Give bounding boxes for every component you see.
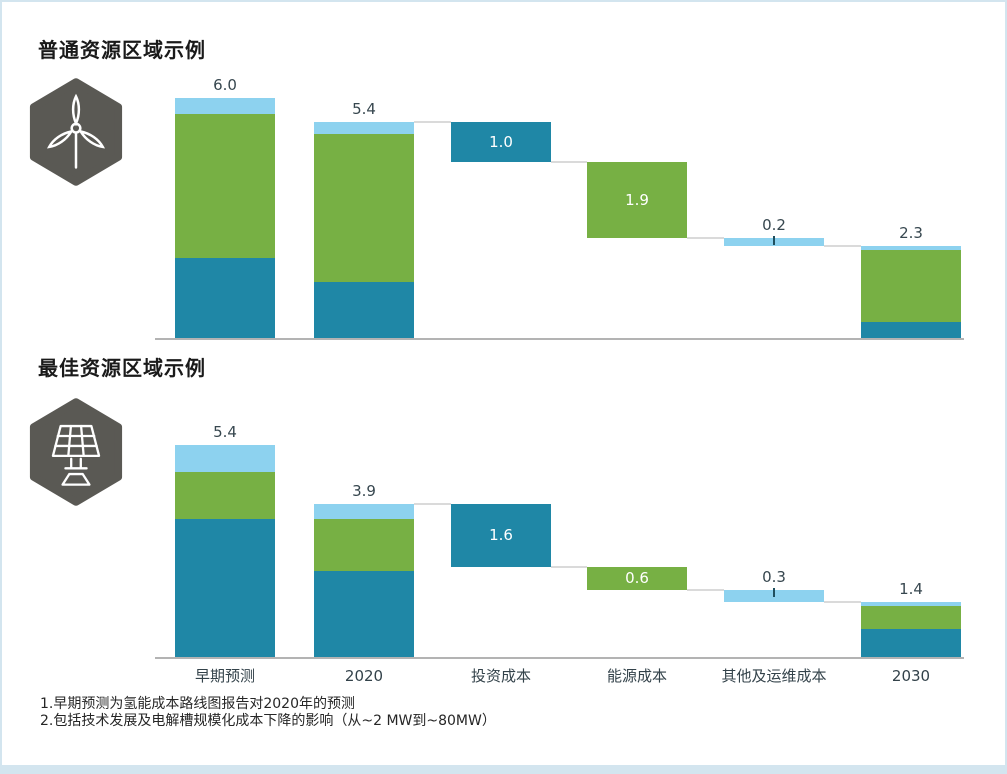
connector-line (687, 589, 724, 592)
value-label: 1.9 (625, 191, 649, 209)
wind-turbine-icon (28, 78, 124, 186)
axis-label: 其他及运维成本 (721, 667, 827, 685)
bar-segment-light_blue (175, 98, 275, 114)
bar-segment-teal (175, 519, 275, 657)
value-label: 5.4 (352, 100, 376, 118)
tick-mark (773, 588, 775, 598)
value-label: 5.4 (213, 422, 237, 441)
connector-line (824, 600, 861, 603)
connector-line (551, 565, 587, 568)
connector-line (414, 502, 451, 505)
panel-title-ordinary-resource: 普通资源区域示例 (38, 38, 206, 62)
bar-segment-teal (861, 322, 961, 338)
axis-label: 能源成本 (606, 667, 667, 685)
float-bar-teal (451, 503, 551, 567)
float-bar-teal (451, 122, 551, 162)
value-label: 1.0 (489, 133, 513, 151)
value-label: 2.3 (899, 224, 923, 242)
x-axis-line (155, 338, 964, 340)
bar-segment-green (861, 605, 961, 630)
value-label: 0.3 (762, 568, 786, 587)
value-label: 6.0 (213, 76, 237, 94)
float-bar-green (587, 162, 687, 238)
value-label: 0.6 (625, 569, 649, 588)
bar-segment-light_blue (175, 444, 275, 473)
footnote-1: 1.早期预测为氢能成本路线图报告对2020年的预测 (40, 696, 355, 712)
tick-mark (773, 236, 775, 245)
connector-line (551, 161, 587, 163)
value-label: 1.4 (899, 579, 923, 598)
bar-segment-teal (175, 258, 275, 338)
connector-line (687, 237, 724, 239)
x-axis-line (155, 657, 964, 659)
bar-segment-teal (861, 629, 961, 657)
axis-label: 投资成本 (470, 667, 531, 685)
axis-label: 2020 (344, 667, 384, 685)
bar-segment-teal (314, 570, 414, 657)
footnote-2: 2.包括技术发展及电解槽规模化成本下降的影响（从~2 MW到~80MW） (40, 713, 496, 729)
bar-segment-green (861, 250, 961, 322)
connector-line (824, 245, 861, 247)
value-label: 1.6 (489, 526, 513, 545)
bar-segment-green (175, 472, 275, 520)
connector-line (414, 121, 451, 123)
bar-segment-green (314, 519, 414, 571)
bar-segment-teal (314, 282, 414, 338)
value-label: 0.2 (762, 216, 786, 234)
panel-title-best-resource: 最佳资源区域示例 (38, 356, 206, 380)
bar-segment-light_blue (314, 122, 414, 134)
value-label: 3.9 (352, 481, 376, 500)
solar-panel-icon (28, 398, 124, 506)
axis-label: 2030 (891, 667, 931, 685)
float-bar-green (587, 566, 687, 591)
bar-segment-light_blue (861, 601, 961, 606)
bar-segment-light_blue (861, 246, 961, 250)
bar-segment-light_blue (314, 503, 414, 520)
axis-label: 早期预测 (194, 667, 255, 685)
bar-segment-green (175, 114, 275, 258)
bar-segment-green (314, 134, 414, 282)
